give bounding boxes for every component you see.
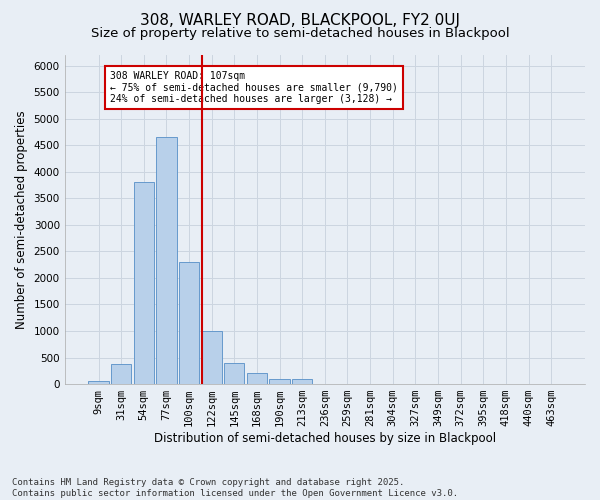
Bar [292,379,313,384]
Bar [111,364,131,384]
Bar [134,182,154,384]
Bar [269,379,290,384]
Text: 308 WARLEY ROAD: 107sqm
← 75% of semi-detached houses are smaller (9,790)
24% of: 308 WARLEY ROAD: 107sqm ← 75% of semi-de… [110,71,398,104]
Bar [247,374,267,384]
Text: 308, WARLEY ROAD, BLACKPOOL, FY2 0UJ: 308, WARLEY ROAD, BLACKPOOL, FY2 0UJ [140,12,460,28]
Bar [224,363,244,384]
Bar [88,382,109,384]
X-axis label: Distribution of semi-detached houses by size in Blackpool: Distribution of semi-detached houses by … [154,432,496,445]
Text: Size of property relative to semi-detached houses in Blackpool: Size of property relative to semi-detach… [91,28,509,40]
Bar [202,331,222,384]
Text: Contains HM Land Registry data © Crown copyright and database right 2025.
Contai: Contains HM Land Registry data © Crown c… [12,478,458,498]
Bar [179,262,199,384]
Bar [156,138,176,384]
Y-axis label: Number of semi-detached properties: Number of semi-detached properties [15,110,28,329]
